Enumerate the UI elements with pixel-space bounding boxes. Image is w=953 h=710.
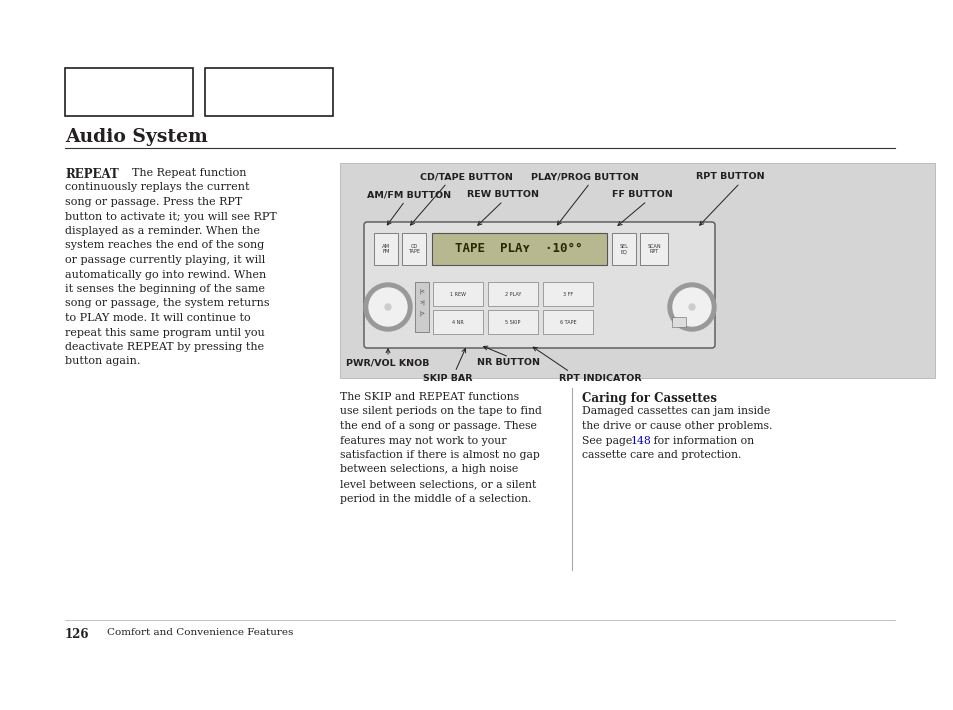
Bar [612, 233, 636, 265]
Text: song or passage. Press the RPT: song or passage. Press the RPT [65, 197, 242, 207]
Circle shape [672, 288, 710, 326]
Circle shape [369, 288, 407, 326]
Text: the end of a song or passage. These: the end of a song or passage. These [339, 421, 537, 431]
Bar [374, 233, 397, 265]
Bar [432, 233, 606, 265]
Text: TAPE  PLAʏ  ·10°°: TAPE PLAʏ ·10°° [455, 243, 582, 256]
Bar [639, 233, 667, 265]
Text: satisfaction if there is almost no gap: satisfaction if there is almost no gap [339, 450, 539, 460]
Bar [488, 282, 537, 306]
Text: RPT BUTTON: RPT BUTTON [695, 172, 763, 181]
Text: period in the middle of a selection.: period in the middle of a selection. [339, 493, 531, 503]
Text: it senses the beginning of the same: it senses the beginning of the same [65, 284, 265, 294]
Text: system reaches the end of the song: system reaches the end of the song [65, 241, 264, 251]
Text: 5 SKIP: 5 SKIP [505, 320, 520, 324]
Text: features may not work to your: features may not work to your [339, 435, 506, 445]
Text: AM
FM: AM FM [381, 244, 390, 254]
Text: PLAY/PROG BUTTON: PLAY/PROG BUTTON [531, 172, 639, 181]
Bar [671, 317, 685, 327]
Circle shape [688, 304, 695, 310]
Circle shape [364, 283, 412, 331]
Text: CD/TAPE BUTTON: CD/TAPE BUTTON [419, 172, 513, 181]
Text: CD
TAPE: CD TAPE [408, 244, 419, 254]
Circle shape [385, 304, 391, 310]
Text: to PLAY mode. It will continue to: to PLAY mode. It will continue to [65, 313, 251, 323]
Text: SCAN
RPT: SCAN RPT [646, 244, 660, 254]
Text: AM/FM BUTTON: AM/FM BUTTON [367, 190, 451, 199]
Text: The SKIP and REPEAT functions: The SKIP and REPEAT functions [339, 392, 518, 402]
Text: |<: |< [418, 288, 424, 294]
Text: use silent periods on the tape to find: use silent periods on the tape to find [339, 407, 541, 417]
Text: NR BUTTON: NR BUTTON [477, 358, 540, 367]
Bar [433, 282, 482, 306]
Bar [415, 282, 429, 332]
Text: button to activate it; you will see RPT: button to activate it; you will see RPT [65, 212, 276, 222]
Text: automatically go into rewind. When: automatically go into rewind. When [65, 270, 266, 280]
Text: for information on: for information on [649, 435, 753, 445]
Text: repeat this same program until you: repeat this same program until you [65, 327, 265, 337]
Text: between selections, a high noise: between selections, a high noise [339, 464, 517, 474]
Text: Audio System: Audio System [65, 128, 208, 146]
Text: SKIP BAR: SKIP BAR [423, 374, 473, 383]
FancyBboxPatch shape [364, 222, 714, 348]
Text: 6 TAPE: 6 TAPE [559, 320, 576, 324]
Text: |>: |> [418, 310, 424, 316]
Text: REPEAT: REPEAT [65, 168, 118, 181]
Text: 148: 148 [630, 435, 651, 445]
Text: 3 FF: 3 FF [562, 292, 573, 297]
Text: song or passage, the system returns: song or passage, the system returns [65, 298, 270, 309]
Text: Comfort and Convenience Features: Comfort and Convenience Features [107, 628, 294, 637]
Text: level between selections, or a silent: level between selections, or a silent [339, 479, 536, 489]
Text: FF BUTTON: FF BUTTON [611, 190, 672, 199]
Text: the drive or cause other problems.: the drive or cause other problems. [581, 421, 772, 431]
Text: >|: >| [418, 299, 424, 305]
Text: 2 PLAY: 2 PLAY [504, 292, 520, 297]
Text: 1 REW: 1 REW [450, 292, 465, 297]
Text: or passage currently playing, it will: or passage currently playing, it will [65, 255, 265, 265]
Bar [433, 310, 482, 334]
Bar [401, 233, 426, 265]
Text: Caring for Cassettes: Caring for Cassettes [581, 392, 717, 405]
Bar [339, 163, 934, 378]
Text: The Repeat function: The Repeat function [118, 168, 246, 178]
Circle shape [667, 283, 716, 331]
Bar [205, 68, 333, 116]
Text: PWR/VOL KNOB: PWR/VOL KNOB [346, 358, 429, 367]
Text: continuously replays the current: continuously replays the current [65, 182, 250, 192]
Bar [488, 310, 537, 334]
Text: RPT INDICATOR: RPT INDICATOR [558, 374, 640, 383]
Bar [542, 310, 593, 334]
Text: SEL
EQ: SEL EQ [618, 244, 628, 254]
Text: See page: See page [581, 435, 635, 445]
Text: 126: 126 [65, 628, 90, 641]
Bar [65, 68, 193, 116]
Text: deactivate REPEAT by pressing the: deactivate REPEAT by pressing the [65, 342, 264, 352]
Text: REW BUTTON: REW BUTTON [467, 190, 538, 199]
Bar [542, 282, 593, 306]
Text: displayed as a reminder. When the: displayed as a reminder. When the [65, 226, 260, 236]
Text: 4 NR: 4 NR [452, 320, 463, 324]
Text: button again.: button again. [65, 356, 140, 366]
Text: cassette care and protection.: cassette care and protection. [581, 450, 740, 460]
Text: Damaged cassettes can jam inside: Damaged cassettes can jam inside [581, 407, 769, 417]
